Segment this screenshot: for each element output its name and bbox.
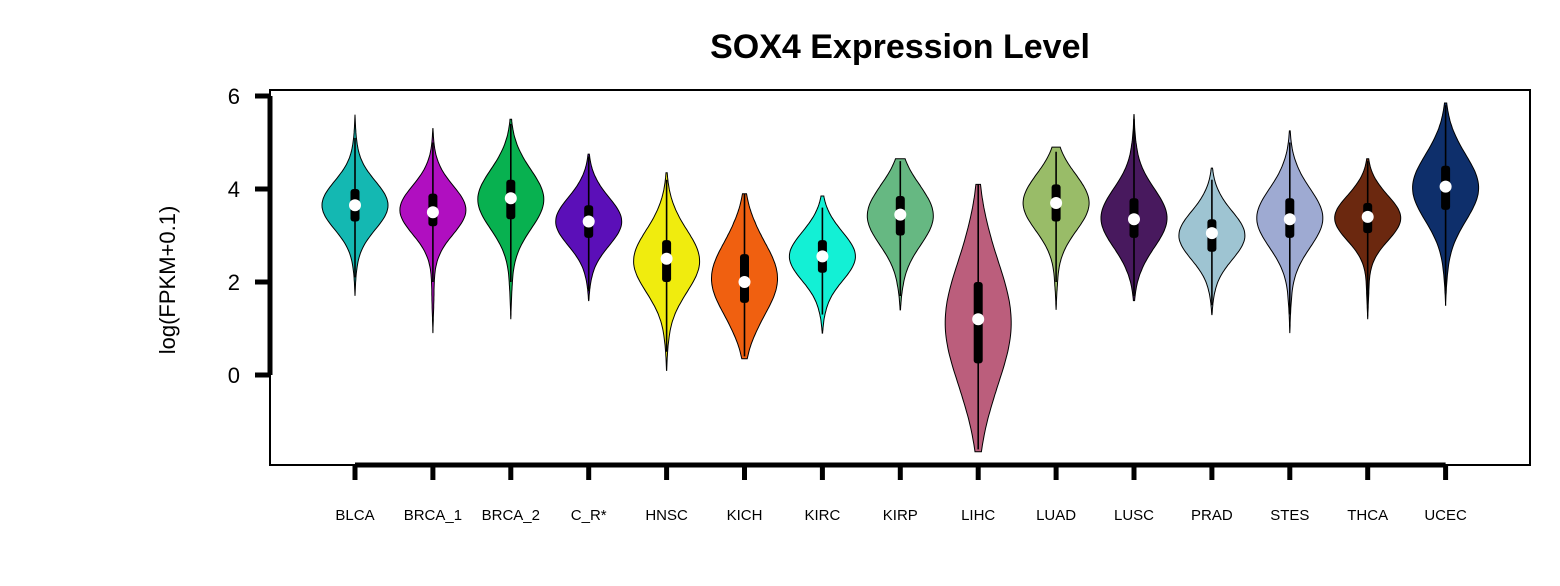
violin-brca-1	[399, 128, 467, 334]
violin-median-point	[738, 276, 751, 288]
violin-median-point	[1283, 213, 1296, 226]
y-axis: 0 2 4 6	[228, 84, 273, 388]
violin-median-point	[504, 192, 517, 205]
x-tick-label: BLCA	[335, 507, 374, 524]
y-tick-label: 6	[228, 84, 240, 109]
violin-median-point	[582, 215, 595, 228]
x-tick-label: HNSC	[645, 507, 688, 524]
violin-median-point	[349, 199, 361, 212]
violin-median-point	[1439, 180, 1452, 193]
chart-title: SOX4 Expression Level	[710, 28, 1090, 66]
x-tick-label: KICH	[727, 507, 763, 524]
violin-luad	[1022, 146, 1090, 310]
violin-lihc	[944, 183, 1012, 453]
violin-median-point	[816, 250, 829, 263]
x-tick-label: STES	[1270, 507, 1309, 524]
x-tick-label: BRCA_2	[482, 507, 540, 524]
x-tick-label: KIRC	[804, 507, 840, 524]
x-tick-label: LUAD	[1036, 507, 1076, 524]
violin-median-point	[1205, 227, 1218, 240]
y-axis-label: log(FPKM+0.1)	[155, 206, 180, 355]
x-tick-label: THCA	[1347, 507, 1388, 524]
x-axis: BLCA BRCA_1 BRCA_2 C_R* HNSC KICH KIRC KIRP LIHC…	[335, 462, 1467, 524]
x-tick-label: BRCA_1	[404, 507, 462, 524]
violin-median-point	[894, 208, 907, 221]
violin-blca	[321, 114, 389, 296]
violin-median-point	[660, 252, 673, 265]
x-tick-label: UCEC	[1424, 507, 1467, 524]
y-tick-label: 4	[228, 177, 240, 202]
violin-median-point	[1050, 196, 1063, 209]
y-tick-label: 2	[228, 270, 240, 295]
x-tick-label: LIHC	[961, 507, 995, 524]
x-tick-label: PRAD	[1191, 507, 1233, 524]
violin-prad	[1178, 167, 1246, 316]
violin-c-r-	[555, 153, 623, 302]
violin-hnsc	[633, 172, 701, 371]
violin-kich	[711, 193, 778, 360]
violin-thca	[1334, 158, 1402, 320]
x-tick-label: LUSC	[1114, 507, 1154, 524]
x-tick-label: C_R*	[571, 507, 607, 524]
violin-lusc	[1100, 114, 1168, 302]
violin-median-point	[972, 313, 985, 326]
violin-brca-2	[477, 118, 545, 320]
violin-median-point	[1128, 213, 1140, 226]
violin-kirc	[788, 195, 856, 334]
violin-kirp	[866, 158, 934, 311]
violin-stes	[1256, 130, 1324, 334]
violins-layer	[321, 102, 1480, 453]
violin-median-point	[426, 206, 439, 219]
y-tick-label: 0	[228, 363, 240, 388]
x-tick-label: KIRP	[883, 507, 918, 524]
violin-median-point	[1361, 210, 1374, 223]
violin-ucec	[1412, 102, 1480, 306]
